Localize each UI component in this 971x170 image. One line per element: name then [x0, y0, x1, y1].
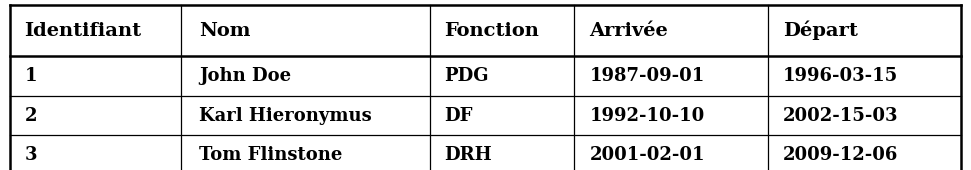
Text: DRH: DRH — [444, 146, 491, 164]
Text: 2002-15-03: 2002-15-03 — [784, 107, 899, 124]
Text: 1: 1 — [24, 67, 37, 85]
Text: Arrivée: Arrivée — [589, 22, 668, 40]
Text: 2009-12-06: 2009-12-06 — [784, 146, 898, 164]
Text: Nom: Nom — [199, 22, 251, 40]
Text: 1996-03-15: 1996-03-15 — [784, 67, 898, 85]
Text: John Doe: John Doe — [199, 67, 291, 85]
Text: Fonction: Fonction — [444, 22, 539, 40]
Text: 2: 2 — [24, 107, 37, 124]
Text: 3: 3 — [24, 146, 37, 164]
Text: DF: DF — [444, 107, 472, 124]
Text: 1992-10-10: 1992-10-10 — [589, 107, 705, 124]
Text: 2001-02-01: 2001-02-01 — [589, 146, 705, 164]
Text: PDG: PDG — [444, 67, 488, 85]
Text: Tom Flinstone: Tom Flinstone — [199, 146, 343, 164]
Text: Karl Hieronymus: Karl Hieronymus — [199, 107, 372, 124]
Text: Identifiant: Identifiant — [24, 22, 142, 40]
Text: Départ: Départ — [784, 21, 858, 40]
Text: 1987-09-01: 1987-09-01 — [589, 67, 705, 85]
